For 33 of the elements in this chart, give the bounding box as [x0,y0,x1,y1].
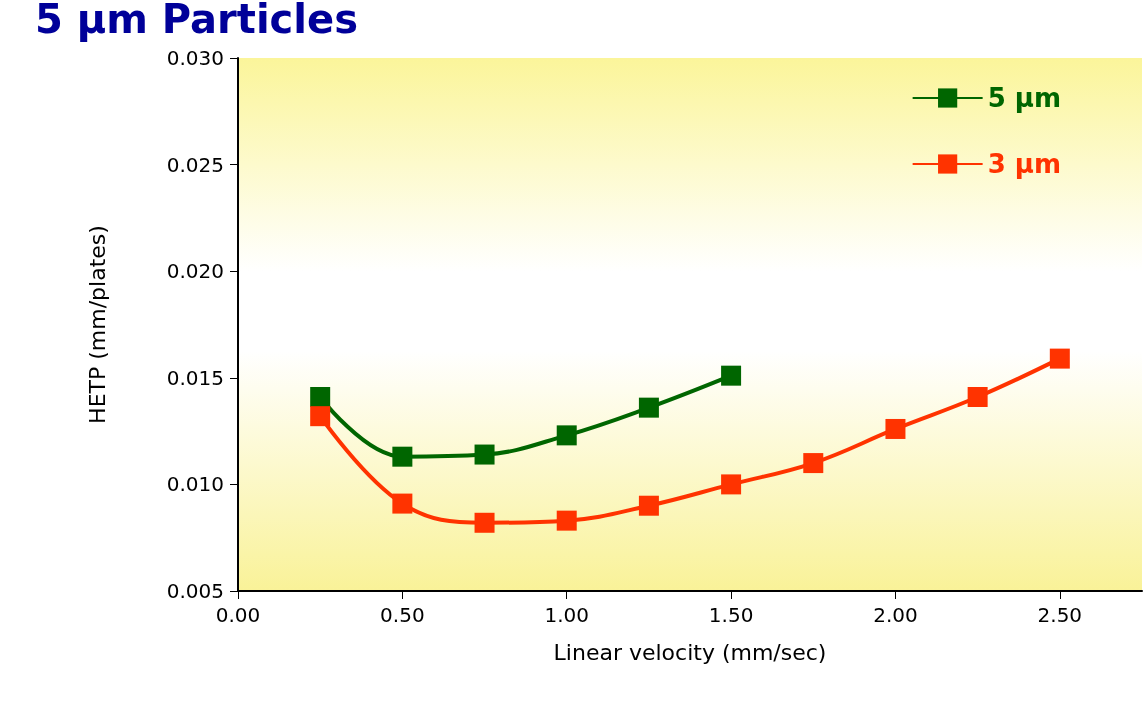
y-axis-title: HETP (mm/plates) [84,225,110,424]
point [638,397,659,418]
y-tick-label: 0.030 [166,46,224,70]
y-tick-label: 0.005 [166,579,224,603]
y-tick-label: 0.010 [166,472,224,497]
point [967,386,988,407]
x-tick-label: 0.50 [380,603,425,627]
point [803,453,824,474]
point [556,425,577,446]
chart-title: 5 µm Particles [35,0,358,42]
x-axis-title: Linear velocity (mm/sec) [553,639,827,665]
point [474,444,495,465]
x-tick-label: 0.00 [215,603,261,627]
y-tick-label: 0.015 [166,365,224,390]
point [474,512,495,533]
point [1049,348,1070,369]
y-tick-label: 0.020 [166,259,224,284]
point [638,495,659,516]
point [392,446,413,467]
point [721,474,742,495]
x-tick-label: 2.50 [1037,603,1083,627]
point [721,365,742,386]
x-tick-label: 1.50 [708,603,754,627]
point [310,406,331,427]
y-tick-label: 0.025 [166,152,224,177]
legend-label: 3 µm [987,149,1062,179]
point [310,386,331,407]
x-tick-label: 2.00 [873,603,918,627]
point [392,493,413,514]
point [556,510,577,531]
point [885,418,906,439]
x-tick-label: 1.00 [544,603,589,627]
legend-label: 5 µm [987,83,1062,113]
